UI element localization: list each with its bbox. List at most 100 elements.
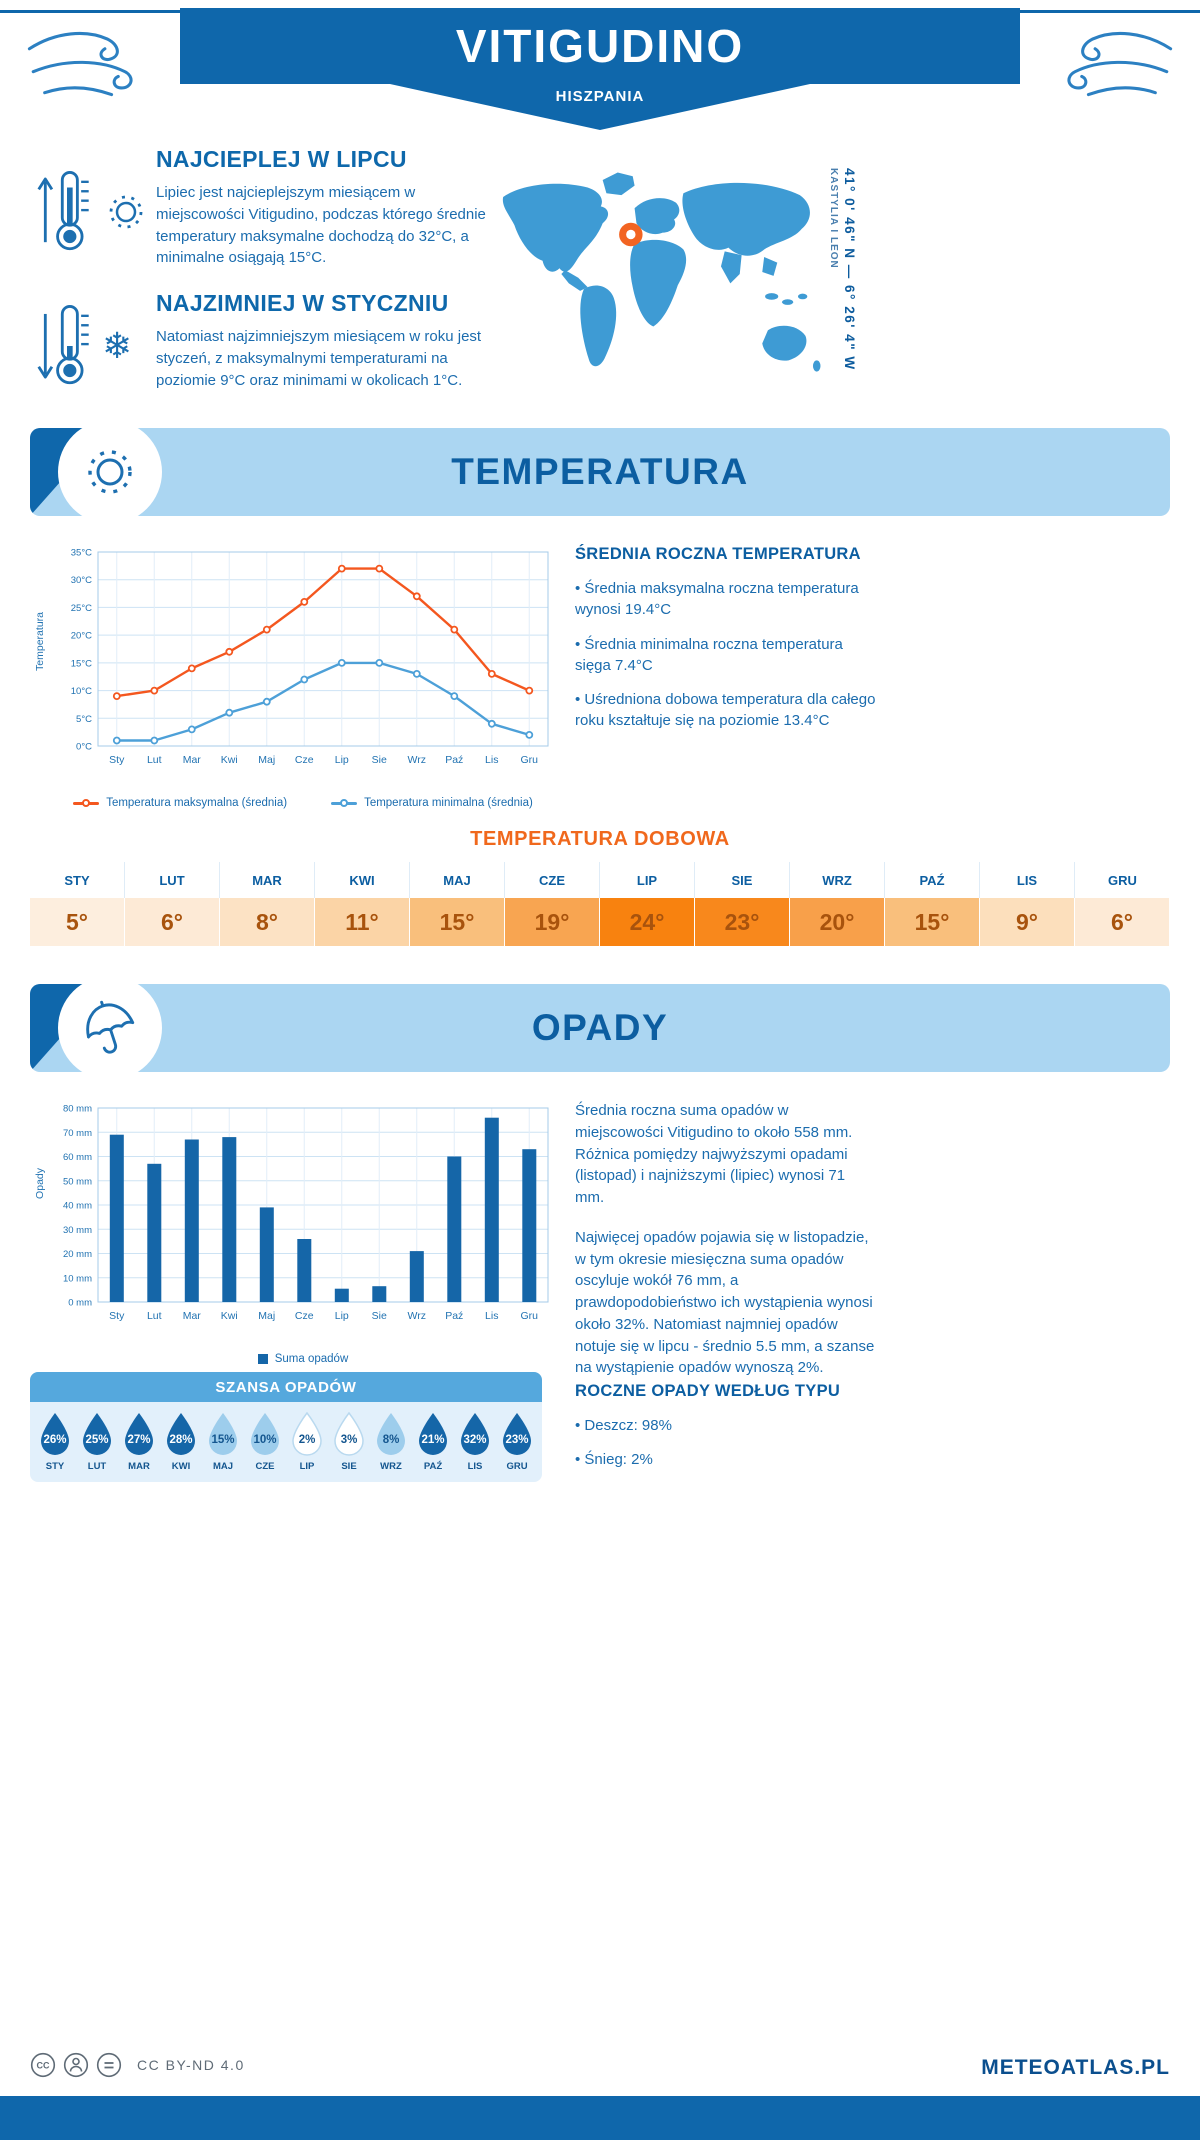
svg-text:Maj: Maj — [258, 1310, 275, 1322]
world-map — [490, 146, 828, 400]
precipitation-section-banner: OPADY — [30, 976, 1170, 1080]
license-row: CC CC BY-ND 4.0 — [30, 2052, 245, 2078]
precipitation-chance-item: 28% KWI — [161, 1412, 201, 1472]
precipitation-chance-item: 15% MAJ — [203, 1412, 243, 1472]
precipitation-chance-item: 32% LIS — [455, 1412, 495, 1472]
precipitation-chance-item: 3% SIE — [329, 1412, 369, 1472]
footer-band — [0, 2096, 1200, 2140]
temperature-badge — [58, 420, 162, 524]
chance-month-label: KWI — [171, 1461, 191, 1472]
chance-percent: 10% — [253, 1434, 277, 1446]
svg-text:10°C: 10°C — [71, 686, 92, 697]
daily-month-header: GRU — [1108, 872, 1137, 888]
svg-text:10 mm: 10 mm — [63, 1273, 92, 1284]
chance-month-label: GRU — [506, 1461, 528, 1472]
cold-icons: ❄ — [34, 290, 154, 394]
svg-text:Sie: Sie — [372, 754, 387, 766]
daily-temperature-cell: 20° — [790, 898, 885, 946]
chance-month-label: PAŹ — [423, 1461, 443, 1472]
daily-month-header: LUT — [125, 862, 220, 898]
precipitation-text-panel: Średnia roczna suma opadów w miejscowośc… — [575, 1100, 877, 1397]
svg-text:Mar: Mar — [183, 754, 202, 766]
droplet-icon: 25% — [77, 1412, 117, 1458]
chance-percent: 28% — [169, 1434, 193, 1446]
svg-text:Lut: Lut — [147, 754, 162, 766]
svg-text:Cze: Cze — [295, 754, 314, 766]
warm-paragraph: Lipiec jest najcieplejszym miesiącem w m… — [156, 184, 486, 267]
legend-swatch — [331, 799, 358, 807]
svg-text:0°C: 0°C — [76, 742, 92, 753]
legend-label: Suma opadów — [274, 1353, 349, 1365]
svg-text:20°C: 20°C — [71, 631, 92, 642]
coldest-month-block: ❄ NAJZIMNIEJ W STYCZNIU Natomiast najzim… — [34, 290, 486, 394]
droplet-icon: 2% — [287, 1412, 327, 1458]
header-banner: VITIGUDINO — [180, 8, 1020, 84]
legend-label: Temperatura maksymalna (średnia) — [106, 797, 288, 809]
precipitation-type-bullet: • Śnieg: 2% — [575, 1451, 653, 1469]
daily-temperature-cell: 23° — [695, 898, 790, 946]
legend-label: Temperatura minimalna (średnia) — [364, 797, 533, 809]
temperature-summary-heading: ŚREDNIA ROCZNA TEMPERATURA — [575, 545, 861, 563]
snowflake-icon: ❄ — [102, 325, 133, 367]
daily-month-header: SIE — [695, 862, 790, 898]
legend-item: Temperatura maksymalna (średnia) — [73, 797, 287, 809]
svg-text:0 mm: 0 mm — [68, 1298, 92, 1309]
temperature-chart-ylabel: Temperatura — [34, 612, 46, 671]
warm-icons — [34, 146, 154, 269]
daily-month-header: KWI — [315, 862, 410, 898]
droplet-icon: 3% — [329, 1412, 369, 1458]
chance-month-label: LIP — [299, 1461, 315, 1472]
svg-text:Maj: Maj — [258, 754, 275, 766]
svg-text:Kwi: Kwi — [221, 754, 238, 766]
precipitation-chart-block: Opady 0 mm 10 mm 20 mm 30 mm 40 mm 50 mm 60 mm… — [34, 1098, 574, 1365]
temperature-section-title: TEMPERATURA — [451, 451, 749, 492]
temperature-summary-bullets: • Średnia maksymalna roczna temperatura … — [575, 578, 877, 732]
daily-temperature-cell: 15° — [885, 898, 980, 946]
legend-item: Suma opadów — [257, 1353, 349, 1365]
cc-by-person-icon — [63, 2052, 89, 2078]
temperature-chart-legend: Temperatura maksymalna (średnia) Temperat… — [50, 797, 556, 809]
chance-percent: 23% — [505, 1434, 529, 1446]
svg-text:Sie: Sie — [372, 1310, 387, 1322]
droplet-icon: 26% — [35, 1412, 75, 1458]
precipitation-chance-item: 8% WRZ — [371, 1412, 411, 1472]
precipitation-by-type-panel: ROCZNE OPADY WEDŁUG TYPU • Deszcz: 98% • … — [575, 1382, 877, 1484]
cold-paragraph: Natomiast najzimniejszym miesiącem w rok… — [156, 328, 482, 389]
chance-percent: 2% — [298, 1434, 316, 1446]
daily-temperature-cell: 11° — [315, 898, 410, 946]
cc-nd-icon — [96, 2052, 122, 2078]
brand-logo: METEOATLAS.PL — [981, 2056, 1170, 2079]
svg-text:70 mm: 70 mm — [63, 1128, 92, 1139]
daily-month-header: PAŹ — [885, 862, 980, 898]
temperature-summary-bullet: • Średnia maksymalna roczna temperatura … — [575, 580, 859, 619]
map-coordinates-label: 41° 0' 46" N — 6° 26' 4" W — [842, 168, 857, 371]
chance-month-label: STY — [45, 1461, 65, 1472]
daily-temperature-cell: 6° — [125, 898, 220, 946]
chance-percent: 26% — [43, 1434, 67, 1446]
precipitation-by-type-bullets: • Deszcz: 98% • Śnieg: 2% — [575, 1415, 877, 1471]
cold-heading: NAJZIMNIEJ W STYCZNIU — [156, 290, 449, 316]
svg-text:40 mm: 40 mm — [63, 1201, 92, 1212]
svg-text:20 mm: 20 mm — [63, 1249, 92, 1260]
daily-month-header: LIP — [600, 862, 695, 898]
svg-text:5°C: 5°C — [76, 714, 92, 725]
droplet-icon: 21% — [413, 1412, 453, 1458]
svg-text:60 mm: 60 mm — [63, 1152, 92, 1163]
precipitation-chance-item: 2% LIP — [287, 1412, 327, 1472]
daily-month-header: LIS — [980, 862, 1075, 898]
svg-text:Lis: Lis — [485, 754, 498, 766]
svg-text:Wrz: Wrz — [408, 1310, 426, 1322]
svg-text:15°C: 15°C — [71, 658, 92, 669]
chance-percent: 21% — [421, 1434, 445, 1446]
svg-text:35°C: 35°C — [71, 548, 92, 559]
wind-icon — [27, 31, 133, 97]
location-marker — [619, 222, 643, 247]
precipitation-chart: 0 mm 10 mm 20 mm 30 mm 40 mm 50 mm 60 mm 70 mm 8… — [50, 1098, 574, 1343]
svg-text:80 mm: 80 mm — [63, 1104, 92, 1115]
svg-text:Gru: Gru — [520, 1310, 538, 1322]
svg-text:Paź: Paź — [445, 1310, 463, 1322]
temperature-summary-bullet: • Średnia minimalna roczna temperatura s… — [575, 635, 843, 674]
svg-text:Paź: Paź — [445, 754, 463, 766]
chance-percent: 27% — [127, 1434, 151, 1446]
